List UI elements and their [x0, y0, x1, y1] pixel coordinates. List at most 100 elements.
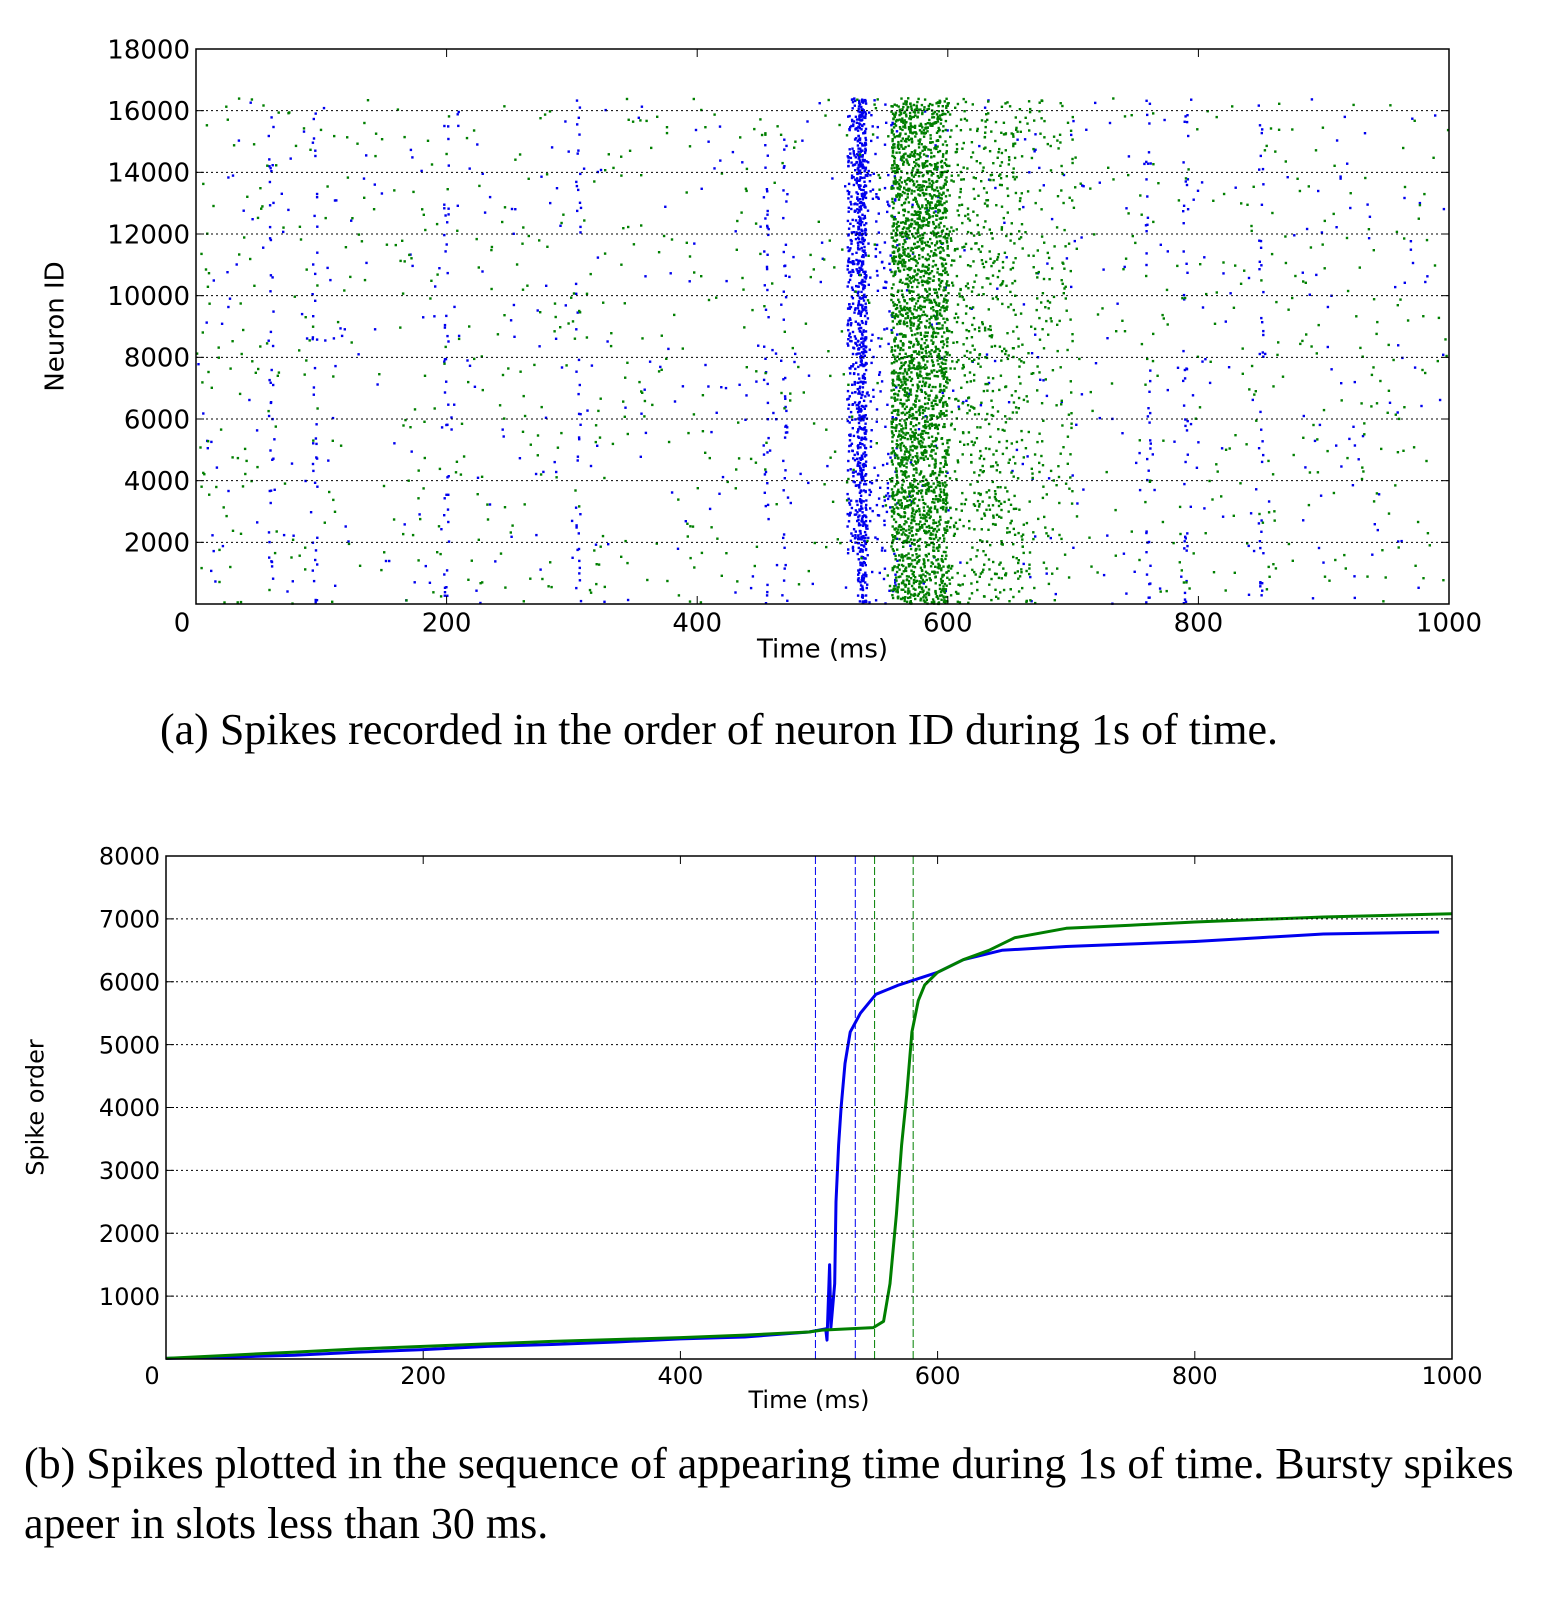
- spike-dot: [1149, 379, 1152, 383]
- spike-dot: [924, 257, 927, 260]
- spike-dot: [1014, 462, 1017, 465]
- spike-dot: [863, 540, 866, 543]
- spike-dot: [862, 382, 865, 385]
- spike-dot: [899, 346, 903, 350]
- spike-dot: [945, 282, 948, 285]
- spike-dot: [939, 515, 942, 518]
- spike-dot: [922, 366, 925, 369]
- spike-dot: [891, 596, 895, 600]
- spike-dot: [786, 599, 789, 602]
- spike-dot: [1052, 135, 1056, 138]
- spike-dot: [883, 567, 887, 570]
- spike-dot: [913, 592, 916, 596]
- spike-dot: [851, 98, 854, 101]
- spike-dot: [302, 127, 306, 130]
- spike-dot: [651, 403, 654, 407]
- spike-dot: [896, 355, 899, 358]
- spike-dot: [896, 146, 900, 149]
- spike-dot: [891, 184, 894, 188]
- spike-dot: [918, 257, 921, 260]
- spike-dot: [861, 443, 864, 446]
- spike-dot: [935, 242, 938, 245]
- spike-dot: [857, 134, 860, 138]
- spike-dot: [921, 498, 925, 501]
- spike-dot: [864, 541, 867, 544]
- spike-dot: [858, 442, 862, 445]
- spike-dot: [933, 423, 936, 427]
- spike-dot: [1123, 330, 1127, 333]
- spike-dot: [878, 373, 881, 376]
- spike-dot: [909, 436, 913, 439]
- spike-dot: [862, 294, 866, 297]
- spike-dot: [1146, 457, 1149, 461]
- spike-dot: [256, 216, 260, 220]
- spike-dot: [914, 399, 917, 403]
- spike-dot: [851, 545, 855, 549]
- spike-dot: [899, 444, 902, 447]
- spike-dot: [863, 483, 866, 486]
- spike-dot: [1094, 362, 1098, 365]
- spike-dot: [597, 563, 601, 566]
- spike-dot: [1260, 530, 1263, 533]
- spike-dot: [938, 149, 942, 153]
- spike-dot: [1182, 250, 1185, 253]
- spike-dot: [227, 176, 230, 179]
- spike-dot: [757, 344, 760, 347]
- spike-dot: [924, 289, 927, 292]
- spike-dot: [456, 229, 459, 232]
- spike-dot: [854, 509, 858, 512]
- spike-dot: [941, 155, 945, 158]
- spike-dot: [941, 442, 944, 446]
- spike-dot: [526, 284, 529, 287]
- spike-dot: [864, 233, 868, 237]
- spike-dot: [858, 323, 861, 327]
- spike-dot: [665, 131, 669, 135]
- spike-dot: [267, 531, 271, 534]
- spike-dot: [978, 144, 981, 148]
- spike-dot: [582, 167, 586, 170]
- spike-dot: [864, 548, 868, 552]
- spike-dot: [909, 281, 912, 284]
- spike-dot: [393, 189, 396, 192]
- spike-dot: [893, 393, 896, 396]
- spike-dot: [430, 163, 434, 166]
- spike-dot: [859, 222, 863, 226]
- spike-dot: [863, 426, 867, 429]
- spike-dot: [892, 426, 895, 429]
- spike-dot: [300, 312, 304, 316]
- spike-dot: [1166, 323, 1169, 326]
- spike-dot: [912, 498, 915, 501]
- spike-dot: [928, 318, 931, 321]
- spike-dot: [884, 504, 888, 507]
- spike-dot: [915, 389, 919, 393]
- spike-dot: [891, 225, 894, 228]
- spike-dot: [861, 262, 865, 265]
- spike-dot: [893, 315, 897, 318]
- spike-dot: [914, 455, 917, 458]
- spike-dot: [812, 422, 816, 425]
- spike-dot: [891, 197, 894, 201]
- spike-dot: [322, 106, 326, 110]
- spike-dot: [924, 423, 927, 427]
- spike-dot: [784, 405, 787, 409]
- spike-dot: [871, 197, 875, 200]
- spike-dot: [987, 376, 990, 379]
- spike-dot: [915, 185, 918, 189]
- spike-dot: [1050, 320, 1053, 323]
- spike-dot: [902, 226, 906, 229]
- spike-dot: [901, 554, 904, 557]
- spike-dot: [383, 551, 386, 554]
- spike-dot: [946, 169, 949, 173]
- spike-dot: [1287, 308, 1290, 311]
- spike-dot: [945, 506, 948, 509]
- spike-dot: [384, 559, 388, 563]
- spike-dot: [1147, 151, 1151, 154]
- spike-dot: [917, 342, 920, 346]
- spike-dot: [848, 421, 851, 424]
- spike-dot: [503, 417, 506, 420]
- spike-dot: [1051, 528, 1054, 531]
- spike-dot: [921, 184, 924, 187]
- spike-dot: [892, 369, 896, 372]
- spike-dot: [864, 127, 868, 131]
- spike-dot: [909, 434, 912, 437]
